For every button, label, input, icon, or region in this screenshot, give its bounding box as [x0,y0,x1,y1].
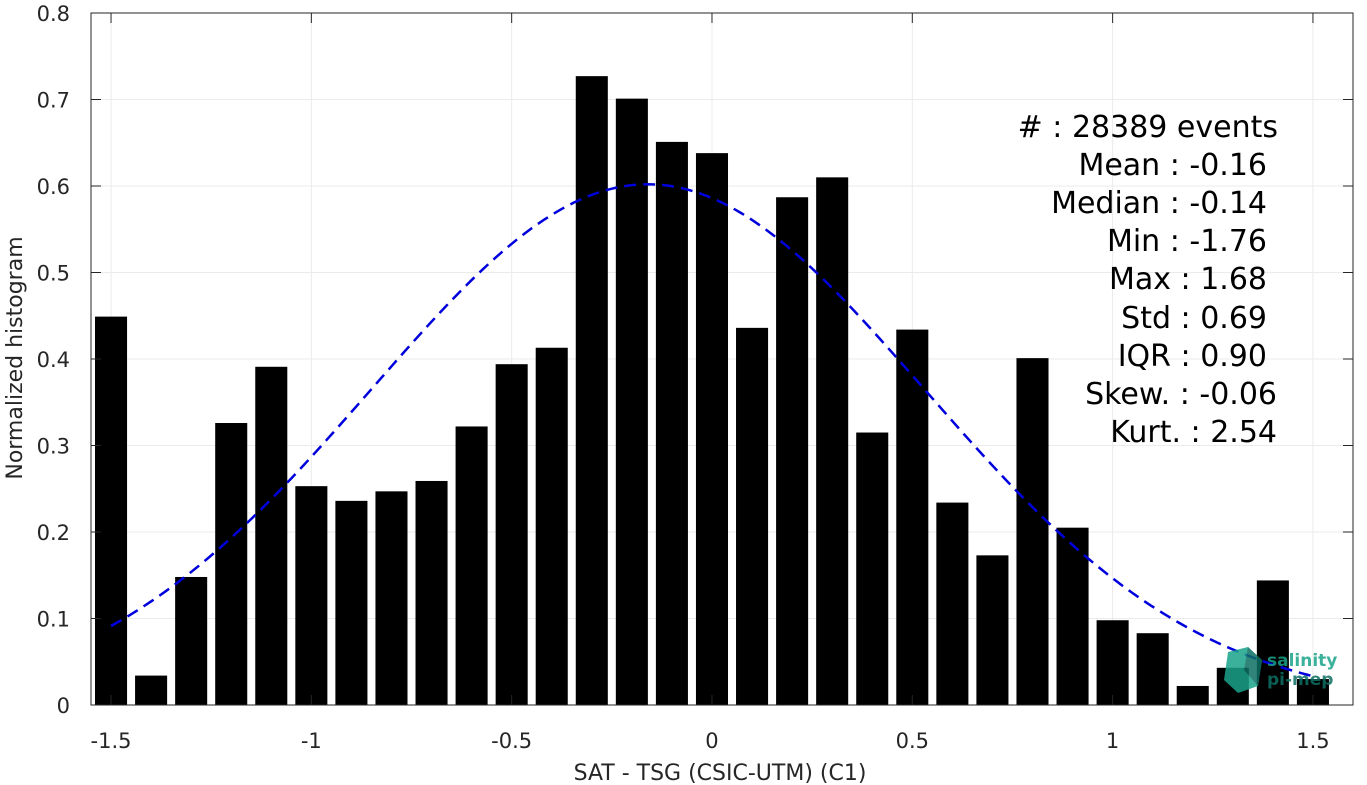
stat-std: Std : 0.69 [1121,301,1267,336]
histogram-bar-27 [1176,685,1209,705]
stat-kurt: Kurt. : 2.54 [1110,415,1277,450]
histogram-bar-3 [215,423,248,705]
histogram-bar-22 [976,555,1009,705]
y-tick-label-4: 0.4 [37,348,70,372]
histogram-bar-1 [135,675,168,705]
stat-mean: Mean : -0.16 [1078,148,1267,183]
x-tick-label-4: 0.5 [896,729,929,753]
x-tick-label-3: 0 [705,729,718,753]
x-tick-label-5: 1 [1106,729,1119,753]
logo-text-line1: salinity [1267,651,1337,671]
stat-iqr: IQR : 0.90 [1118,339,1267,374]
histogram-bar-18 [816,177,849,706]
histogram-bar-24 [1056,527,1089,705]
x-tick-label-1: -1 [301,729,322,753]
histogram-bar-10 [495,364,528,705]
y-tick-label-5: 0.5 [37,262,70,286]
y-axis-label: Normalized histogram [3,236,28,479]
x-axis-label: SAT - TSG (CSIC-UTM) (C1) [574,761,867,785]
logo-text-line2: pi-mep [1267,670,1333,690]
stat-min: Min : -1.76 [1107,224,1267,259]
histogram-bar-21 [936,502,969,705]
x-tick-label-0: -1.5 [91,729,132,753]
histogram-bar-8 [415,480,448,705]
stat-count: # : 28389 events [1018,110,1278,145]
histogram-bar-2 [175,576,208,705]
salinity-pimep-logo: salinity pi-mep [1224,647,1337,693]
histogram-bar-9 [455,426,488,705]
histogram-bar-20 [896,329,929,705]
histogram-bar-19 [856,432,889,705]
y-tick-label-8: 0.8 [37,2,70,26]
x-axis-ticks: -1.5 -1 -0.5 0 0.5 1 1.5 [91,13,1330,753]
y-tick-label-3: 0.3 [37,435,70,459]
histogram-bar-15 [695,153,729,705]
histogram-bar-5 [295,486,328,705]
y-tick-label-0: 0 [57,694,70,718]
histogram-bar-17 [776,197,809,705]
statistics-box: # : 28389 events Mean : -0.16 Median : -… [1018,110,1278,450]
histogram-bar-26 [1136,633,1169,705]
histogram-bar-0 [95,316,128,705]
y-axis-ticks: 0 0.1 0.2 0.3 0.4 0.5 0.6 0.7 0.8 [37,2,1353,718]
histogram-bar-13 [615,98,648,705]
histogram-bar-16 [736,327,769,705]
histogram-bar-12 [575,76,608,705]
histogram-bar-7 [375,491,408,705]
histogram-bar-4 [255,366,288,705]
stat-max: Max : 1.68 [1109,262,1267,297]
histogram-bar-25 [1096,620,1129,705]
histogram-bar-6 [335,500,368,705]
histogram-bar-29 [1256,580,1289,705]
histogram-bar-11 [535,347,568,705]
y-tick-label-7: 0.7 [37,89,70,113]
histogram-bar-23 [1016,358,1049,705]
y-tick-label-6: 0.6 [37,175,70,199]
stat-median: Median : -0.14 [1051,186,1267,221]
histogram-bars [95,76,1329,706]
histogram-bar-14 [655,141,688,705]
x-tick-label-2: -0.5 [491,729,532,753]
y-tick-label-1: 0.1 [37,608,70,632]
y-tick-label-2: 0.2 [37,521,70,545]
stat-skew: Skew. : -0.06 [1085,377,1277,412]
x-tick-label-6: 1.5 [1296,729,1329,753]
